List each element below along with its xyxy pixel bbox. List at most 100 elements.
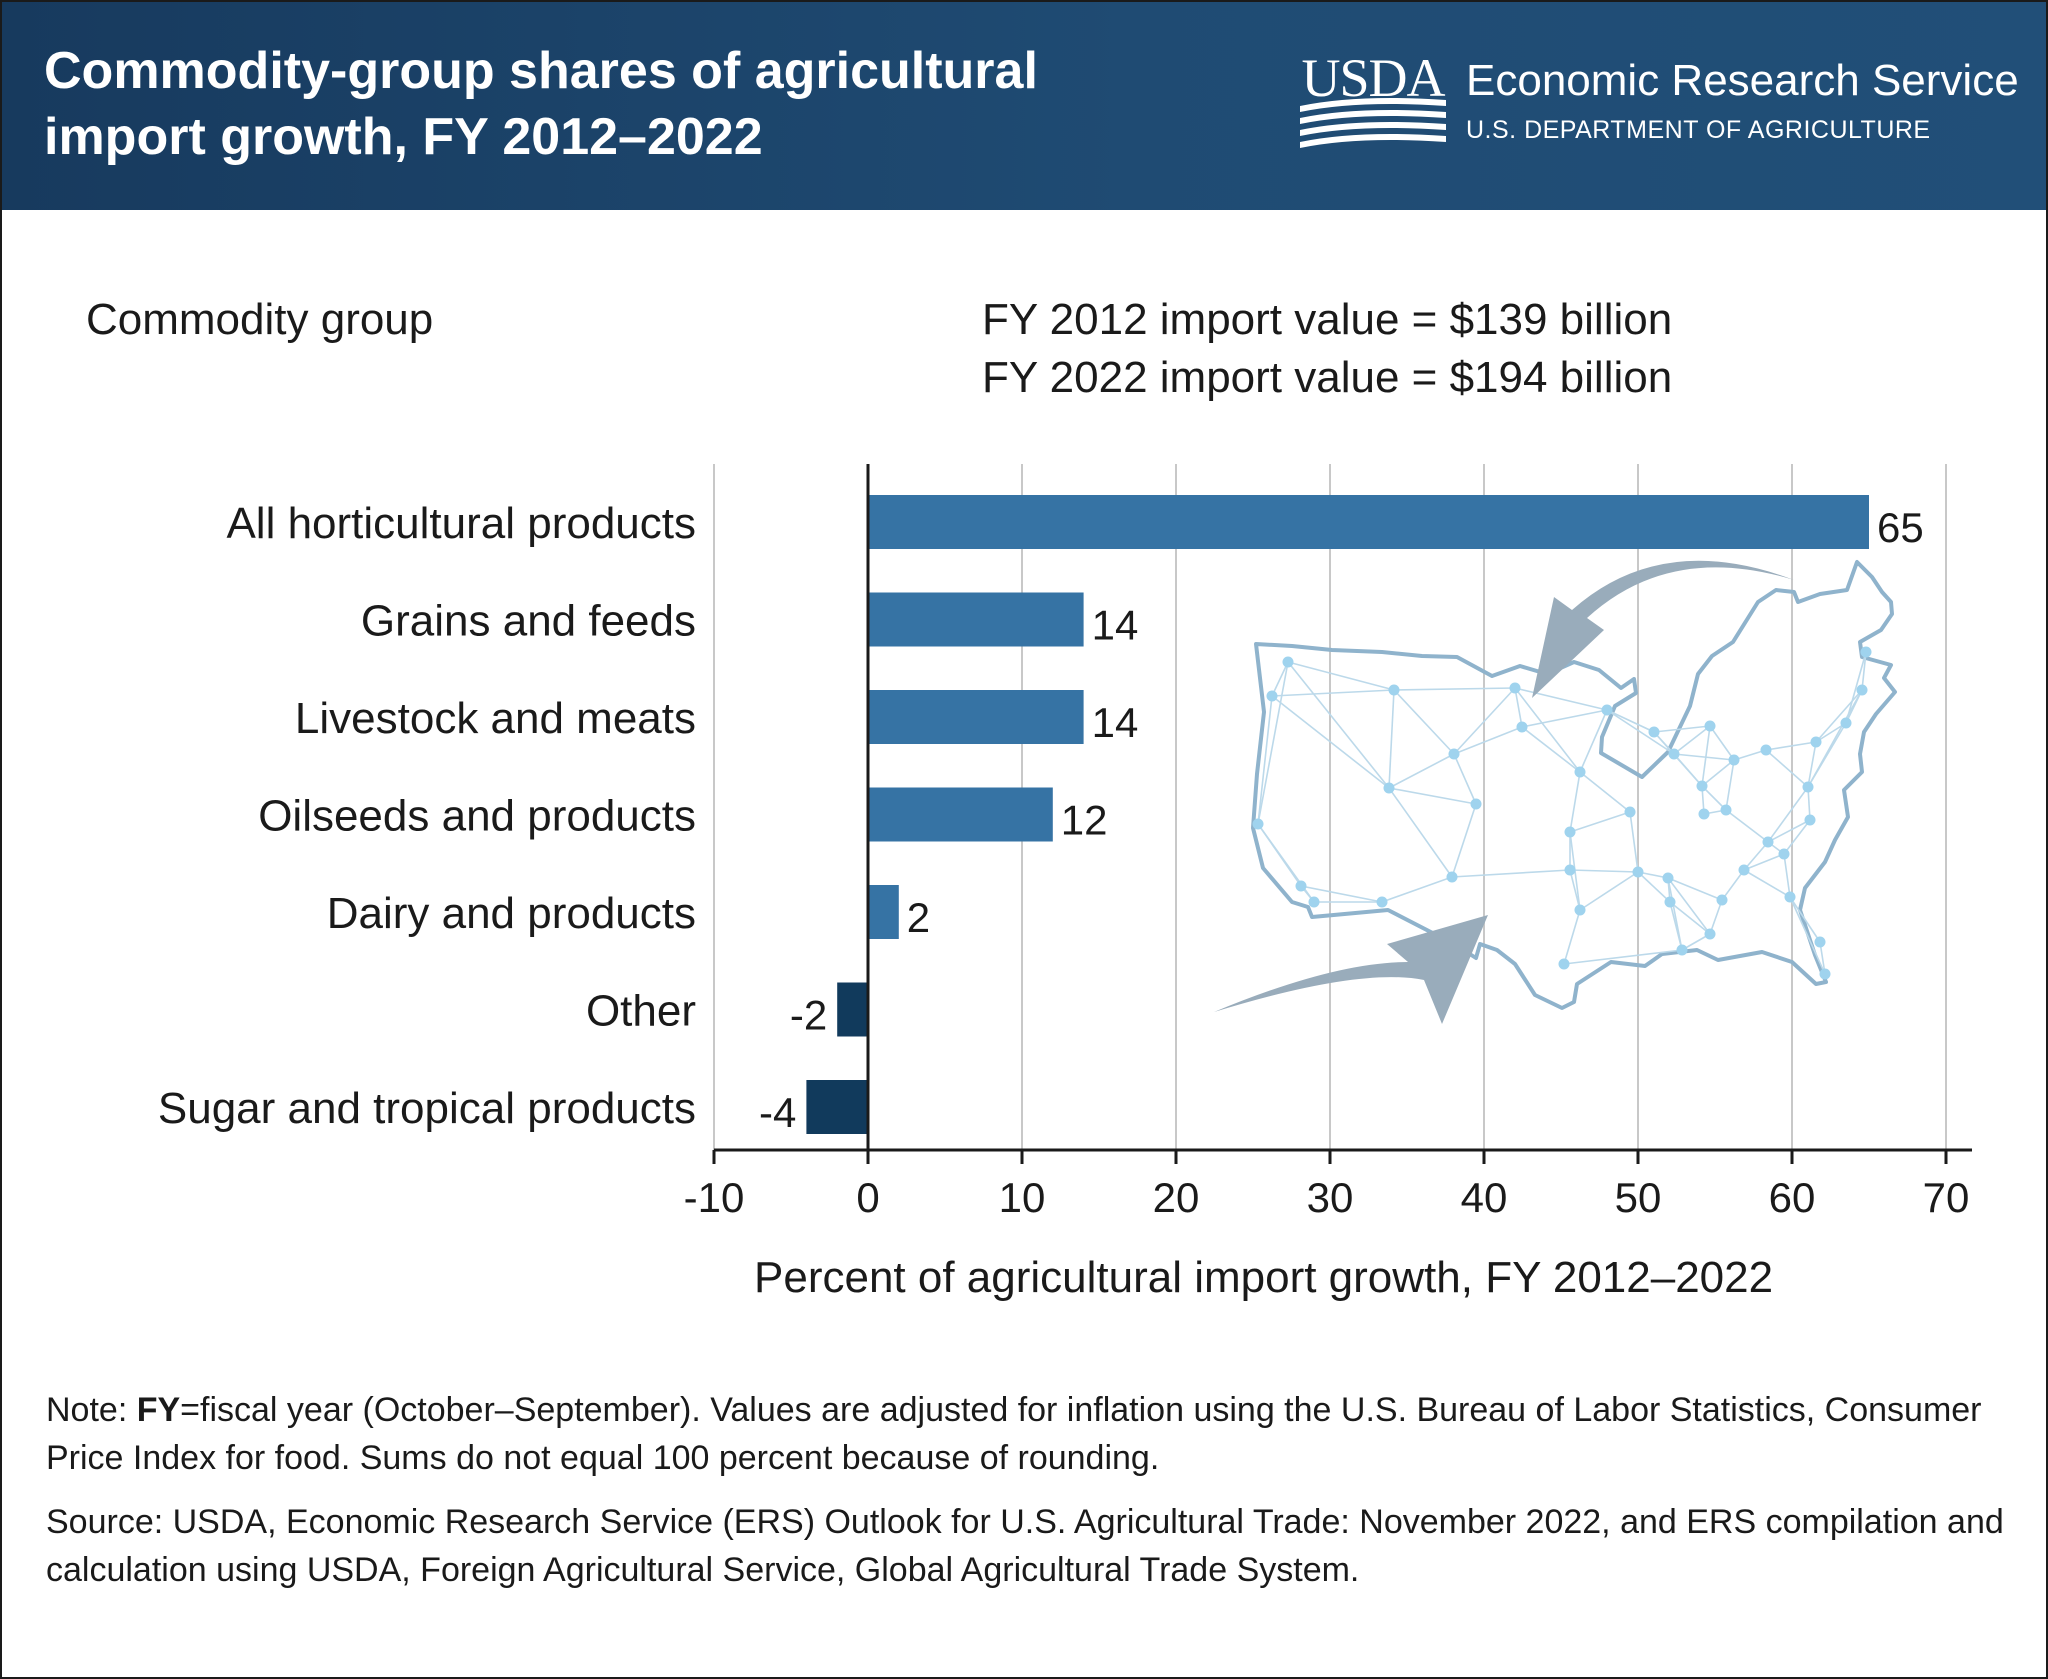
header-banner: Commodity-group shares of agricultural i… xyxy=(2,2,2046,210)
map-node xyxy=(1819,968,1831,980)
map-node xyxy=(1720,804,1732,816)
map-network-line xyxy=(1257,823,1315,903)
map-node xyxy=(1376,896,1388,908)
map-node xyxy=(1804,814,1816,826)
x-tick-label: 20 xyxy=(1153,1174,1200,1221)
map-network-line xyxy=(1563,949,1683,965)
map-node xyxy=(1696,780,1708,792)
map-network-lines xyxy=(1257,651,1867,975)
value-label: 14 xyxy=(1092,699,1139,746)
map-node xyxy=(1716,894,1728,906)
map-network-line xyxy=(1767,786,1809,843)
map-network-line xyxy=(1579,871,1639,911)
map-network-line xyxy=(1667,877,1723,901)
us-map-outline xyxy=(1251,560,1897,1010)
bar xyxy=(868,690,1084,744)
map-network-line xyxy=(1514,687,1523,728)
map-network-line xyxy=(1743,869,1791,898)
map-network-line xyxy=(1451,869,1571,878)
map-network-nodes xyxy=(1252,646,1872,980)
map-network-line xyxy=(1673,753,1735,761)
map-network-line xyxy=(1606,709,1675,755)
map-node xyxy=(1448,748,1460,760)
map-network-line xyxy=(1789,896,1821,943)
map-network-line xyxy=(1271,689,1395,697)
map-network-line xyxy=(1733,749,1767,761)
map-network-line xyxy=(1388,689,1395,789)
map-network-line xyxy=(1257,661,1289,825)
category-label: Dairy and products xyxy=(327,889,696,938)
map-network-line xyxy=(1287,661,1395,691)
map-network-line xyxy=(1709,899,1723,935)
map-network-line xyxy=(1257,695,1273,825)
x-axis: -10 0 10 20 30 40 50 60 70 xyxy=(684,464,1972,1221)
map-network-line xyxy=(1653,725,1711,733)
map-network-line xyxy=(1861,651,1867,691)
map-node xyxy=(1282,656,1294,668)
arrow-icon xyxy=(1532,560,1794,698)
map-node xyxy=(1295,880,1307,892)
map-node xyxy=(1308,896,1320,908)
map-node xyxy=(1601,704,1613,716)
bar xyxy=(806,1080,868,1134)
map-node xyxy=(1778,848,1790,860)
map-network-line xyxy=(1807,786,1811,821)
y-axis-title: Commodity group xyxy=(86,295,434,344)
map-network-line xyxy=(1807,741,1817,788)
map-network-line xyxy=(1765,741,1817,751)
bar xyxy=(868,495,1869,549)
x-tick-label: -10 xyxy=(684,1174,745,1221)
map-node xyxy=(1632,866,1644,878)
map-network-line xyxy=(1637,871,1671,903)
map-node xyxy=(1704,928,1716,940)
map-network-line xyxy=(1669,901,1711,935)
value-label: 2 xyxy=(907,894,930,941)
map-node xyxy=(1856,684,1868,696)
map-network-line xyxy=(1709,725,1735,761)
map-network-line xyxy=(1667,877,1683,951)
map-node xyxy=(1762,836,1774,848)
note-bold-term: FY xyxy=(136,1391,181,1429)
map-node xyxy=(1738,864,1750,876)
category-label: Grains and feeds xyxy=(361,597,696,646)
map-network-line xyxy=(1783,819,1811,855)
map-network-line xyxy=(1451,803,1477,878)
x-tick-label: 0 xyxy=(856,1174,879,1221)
bar-chart: 65 14 14 12 2 -2 -4 All horticultural products… xyxy=(158,464,1972,1221)
map-network-line xyxy=(1725,759,1735,811)
map-node xyxy=(1668,748,1680,760)
map-network-line xyxy=(1271,661,1289,697)
map-network-line xyxy=(1673,753,1703,787)
x-tick-label: 30 xyxy=(1307,1174,1354,1221)
map-node xyxy=(1574,766,1586,778)
map-node xyxy=(1860,646,1872,658)
map-node xyxy=(1664,896,1676,908)
map-network-line xyxy=(1388,753,1455,789)
source-text: Source: USDA, Economic Research Service … xyxy=(46,1503,2004,1589)
map-network-line xyxy=(1271,695,1390,789)
map-node xyxy=(1784,891,1796,903)
map-network-line xyxy=(1453,726,1523,755)
map-node xyxy=(1446,871,1458,883)
map-network-line xyxy=(1579,709,1608,773)
note-prefix: Note: xyxy=(46,1391,137,1429)
map-node xyxy=(1558,958,1570,970)
map-network-line xyxy=(1606,709,1655,733)
map-node xyxy=(1252,818,1264,830)
usda-logo xyxy=(1300,98,1446,148)
map-node xyxy=(1676,944,1688,956)
chart-title: Commodity-group shares of agricultural i… xyxy=(44,42,1038,166)
map-node xyxy=(1624,806,1636,818)
map-network-line xyxy=(1743,853,1785,871)
map-node xyxy=(1662,872,1674,884)
map-network-line xyxy=(1381,876,1453,903)
map-network-line xyxy=(1701,725,1711,787)
map-network-line xyxy=(1563,909,1581,965)
map-network-line xyxy=(1569,771,1581,833)
map-node xyxy=(1802,781,1814,793)
note-text: Note: FY=fiscal year (October–September)… xyxy=(46,1386,2006,1482)
map-node xyxy=(1728,754,1740,766)
x-tick-label: 40 xyxy=(1461,1174,1508,1221)
category-label: Other xyxy=(586,987,696,1036)
